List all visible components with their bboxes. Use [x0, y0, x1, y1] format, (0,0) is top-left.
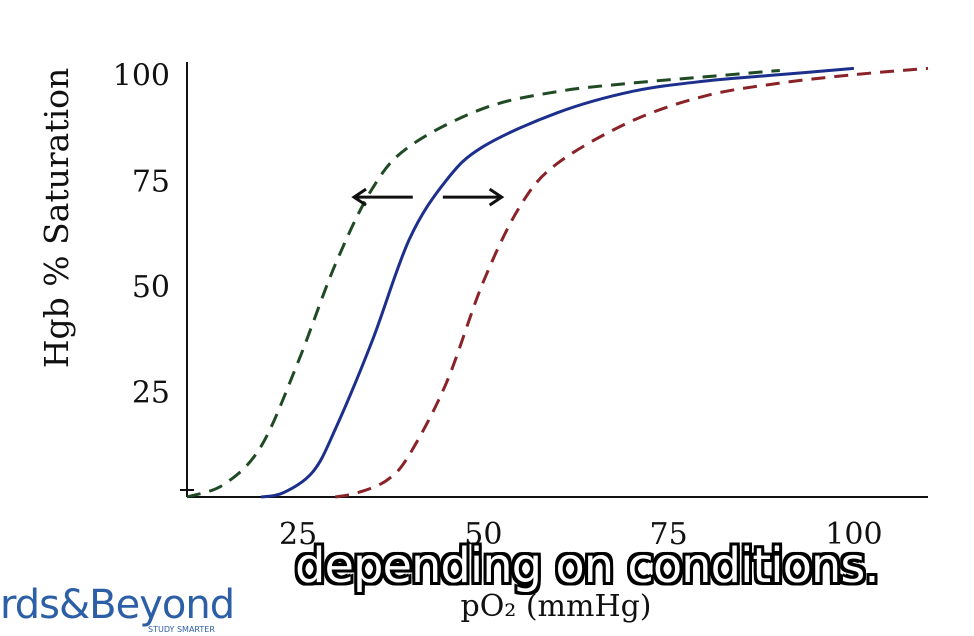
x-tick-label: 25 [279, 517, 317, 552]
normal-curve [260, 66, 855, 499]
right-arrow [442, 187, 505, 207]
right-shift-curve [334, 66, 929, 499]
x-axis-label: pO₂ (mmHg) [460, 589, 651, 624]
x-tick-label: 50 [464, 517, 502, 552]
x-tick-label: 75 [650, 517, 688, 552]
left-shift-curve [186, 68, 780, 499]
axes [180, 62, 928, 498]
left-arrow [351, 187, 413, 207]
shift-arrows [351, 187, 505, 207]
y-axis-label: Hgb % Saturation [37, 68, 76, 369]
y-tick-label: 25 [132, 375, 170, 410]
series-lines [186, 66, 929, 499]
x-tick-label: 100 [825, 517, 882, 552]
y-tick-label: 50 [132, 270, 170, 305]
y-tick-label: 75 [132, 164, 170, 199]
brand-tagline: STUDY SMARTER [148, 625, 215, 634]
tick-labels: 25 50 75 100 25 50 75 100 [113, 59, 883, 552]
brand-logo: rds&Beyond [0, 582, 235, 628]
y-tick-label: 100 [113, 59, 170, 94]
subtitle-caption: depending on conditions. [295, 538, 880, 594]
